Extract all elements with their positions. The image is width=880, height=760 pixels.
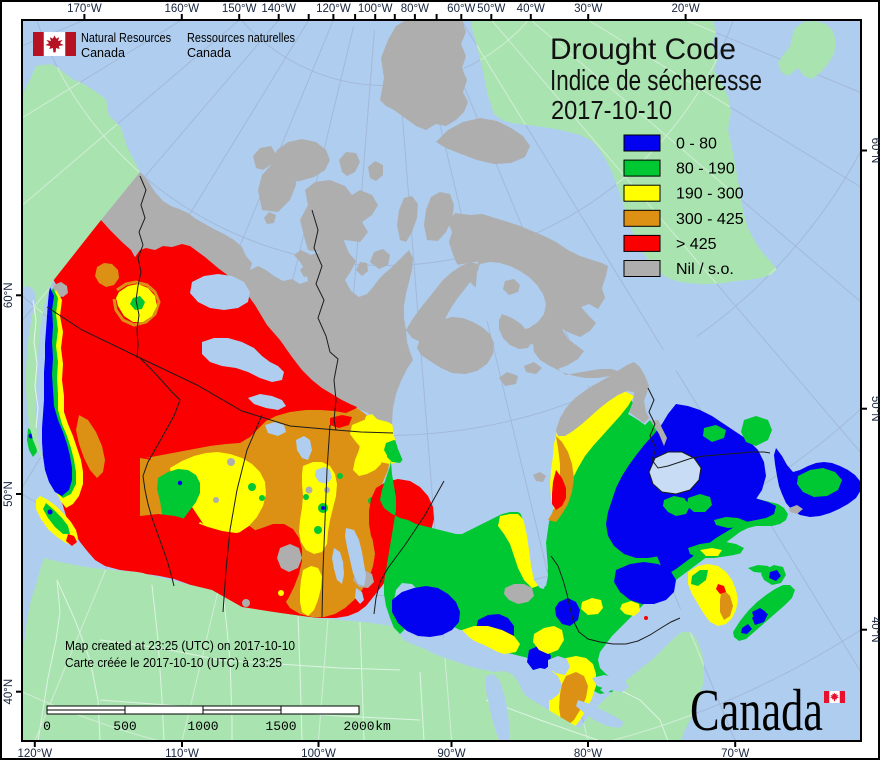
- svg-text:20°W: 20°W: [671, 3, 699, 15]
- svg-text:80 - 190: 80 - 190: [676, 161, 735, 178]
- svg-text:100°W: 100°W: [301, 748, 336, 760]
- svg-text:160°W: 160°W: [164, 3, 199, 15]
- svg-text:60°N: 60°N: [3, 282, 15, 308]
- svg-text:Canada: Canada: [690, 677, 823, 743]
- svg-text:120°W: 120°W: [316, 3, 351, 15]
- svg-text:0: 0: [43, 719, 51, 734]
- svg-text:Natural Resources: Natural Resources: [81, 30, 171, 45]
- svg-text:500: 500: [113, 719, 136, 734]
- svg-text:km: km: [375, 719, 391, 734]
- svg-text:Canada: Canada: [187, 45, 232, 60]
- svg-text:Canada: Canada: [81, 45, 126, 60]
- svg-text:100°W: 100°W: [358, 3, 393, 15]
- svg-text:40°W: 40°W: [517, 3, 545, 15]
- svg-text:2000: 2000: [343, 719, 374, 734]
- svg-text:2017-10-10: 2017-10-10: [551, 95, 672, 125]
- svg-text:50°N: 50°N: [3, 481, 15, 507]
- svg-text:50°N: 50°N: [869, 396, 880, 422]
- svg-text:150°W: 150°W: [222, 3, 257, 15]
- svg-text:110°W: 110°W: [165, 748, 199, 760]
- svg-text:70°W: 70°W: [721, 748, 749, 760]
- svg-text:Nil / s.o.: Nil / s.o.: [676, 261, 734, 278]
- svg-text:0 - 80: 0 - 80: [676, 136, 717, 153]
- svg-text:140°W: 140°W: [261, 3, 296, 15]
- svg-text:Ressources naturelles: Ressources naturelles: [187, 30, 295, 45]
- svg-text:1000: 1000: [187, 719, 218, 734]
- svg-text:40°N: 40°N: [869, 617, 880, 643]
- svg-text:40°N: 40°N: [3, 679, 15, 705]
- svg-text:60°W: 60°W: [447, 3, 475, 15]
- svg-text:300 - 425: 300 - 425: [676, 211, 744, 228]
- svg-text:Indice de sécheresse: Indice de sécheresse: [550, 65, 762, 97]
- svg-text:1500: 1500: [265, 719, 296, 734]
- svg-text:50°W: 50°W: [477, 3, 505, 15]
- svg-text:30°W: 30°W: [574, 3, 602, 15]
- svg-text:190 - 300: 190 - 300: [676, 186, 744, 203]
- svg-text:80°W: 80°W: [401, 3, 429, 15]
- svg-text:170°W: 170°W: [67, 3, 102, 15]
- svg-text:80°W: 80°W: [574, 748, 602, 760]
- svg-text:> 425: > 425: [676, 236, 717, 253]
- svg-text:90°W: 90°W: [437, 748, 465, 760]
- svg-text:60°N: 60°N: [869, 138, 880, 164]
- svg-text:Map created at 23:25 (UTC) on: Map created at 23:25 (UTC) on 2017-10-10: [65, 638, 295, 653]
- svg-text:Drought Code: Drought Code: [550, 33, 736, 66]
- svg-text:Carte créée le 2017-10-10 (UTC: Carte créée le 2017-10-10 (UTC) à 23:25: [65, 655, 282, 670]
- svg-text:120°W: 120°W: [17, 748, 52, 760]
